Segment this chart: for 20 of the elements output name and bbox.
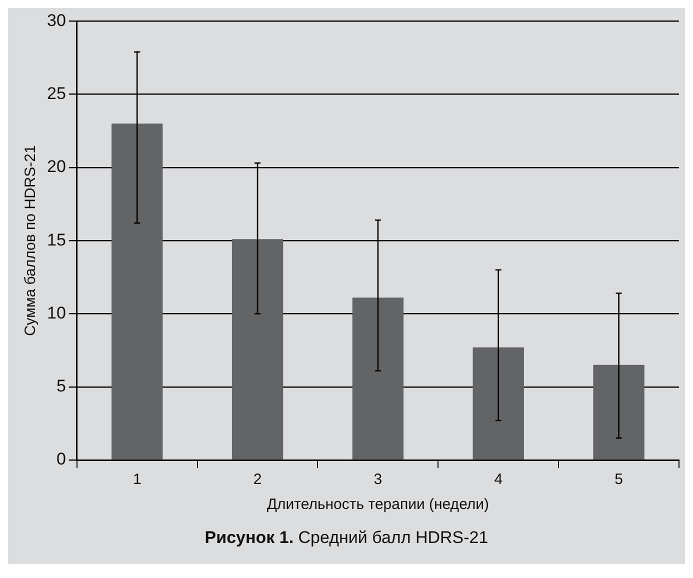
- x-tick-label: 1: [132, 471, 142, 488]
- x-tick-label: 4: [494, 471, 503, 488]
- y-tick-label: 5: [56, 376, 66, 396]
- x-tick-label: 3: [374, 471, 382, 488]
- y-tick-label: 15: [46, 230, 66, 250]
- y-axis-title: Сумма баллов по HDRS-21: [22, 145, 40, 336]
- x-tick-label: 2: [253, 471, 262, 488]
- bar: [232, 239, 284, 460]
- x-axis-title: Длительность терапии (недели): [266, 496, 490, 514]
- y-tick-label: 20: [46, 157, 66, 176]
- x-tick-label: 5: [614, 471, 623, 488]
- bar: [112, 124, 163, 460]
- y-tick-label: 30: [46, 10, 66, 30]
- y-tick-label: 0: [56, 450, 66, 469]
- bar: [472, 347, 524, 460]
- y-tick-label: 25: [46, 84, 66, 104]
- bar: [352, 298, 404, 460]
- bar: [593, 364, 644, 460]
- text: Рисунок 1. Средний балл HDRS-21: [204, 527, 490, 549]
- y-tick-label: 10: [46, 303, 66, 322]
